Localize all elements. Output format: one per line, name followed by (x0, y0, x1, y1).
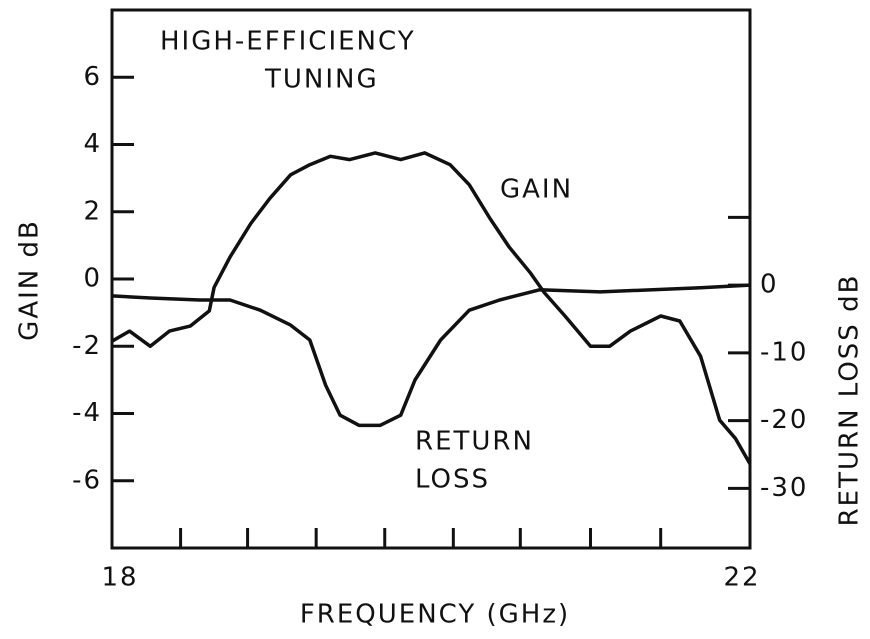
y-axis-label: GAIN dB (15, 219, 45, 341)
x-tick-label: 22 (723, 563, 760, 593)
y-tick-label: 6 (83, 62, 102, 92)
y2-tick-label: 0 (760, 270, 779, 300)
y-tick-label: 4 (83, 129, 102, 159)
y2-axis-label: RETURN LOSS dB (835, 274, 865, 527)
series-line (111, 151, 752, 465)
y-tick-label: -6 (72, 465, 102, 495)
annotation: RETURN (415, 427, 534, 457)
x-axis-label: FREQUENCY (GHz) (300, 600, 570, 630)
y-tick-label: 2 (83, 196, 102, 226)
y-tick-label: -4 (72, 398, 102, 428)
annotation: GAIN (500, 175, 573, 205)
y2-tick-label: -30 (760, 473, 808, 503)
annotation: TUNING (264, 65, 379, 95)
y2-tick-label: -10 (760, 337, 808, 367)
x-tick-label: 18 (101, 563, 138, 593)
y2-tick-label: -20 (760, 405, 808, 435)
annotation: HIGH-EFFICIENCY (160, 27, 416, 57)
y-tick-label: 0 (83, 264, 102, 294)
annotation: LOSS (415, 465, 490, 495)
y-tick-label: -2 (72, 331, 102, 361)
series-line (111, 283, 751, 428)
